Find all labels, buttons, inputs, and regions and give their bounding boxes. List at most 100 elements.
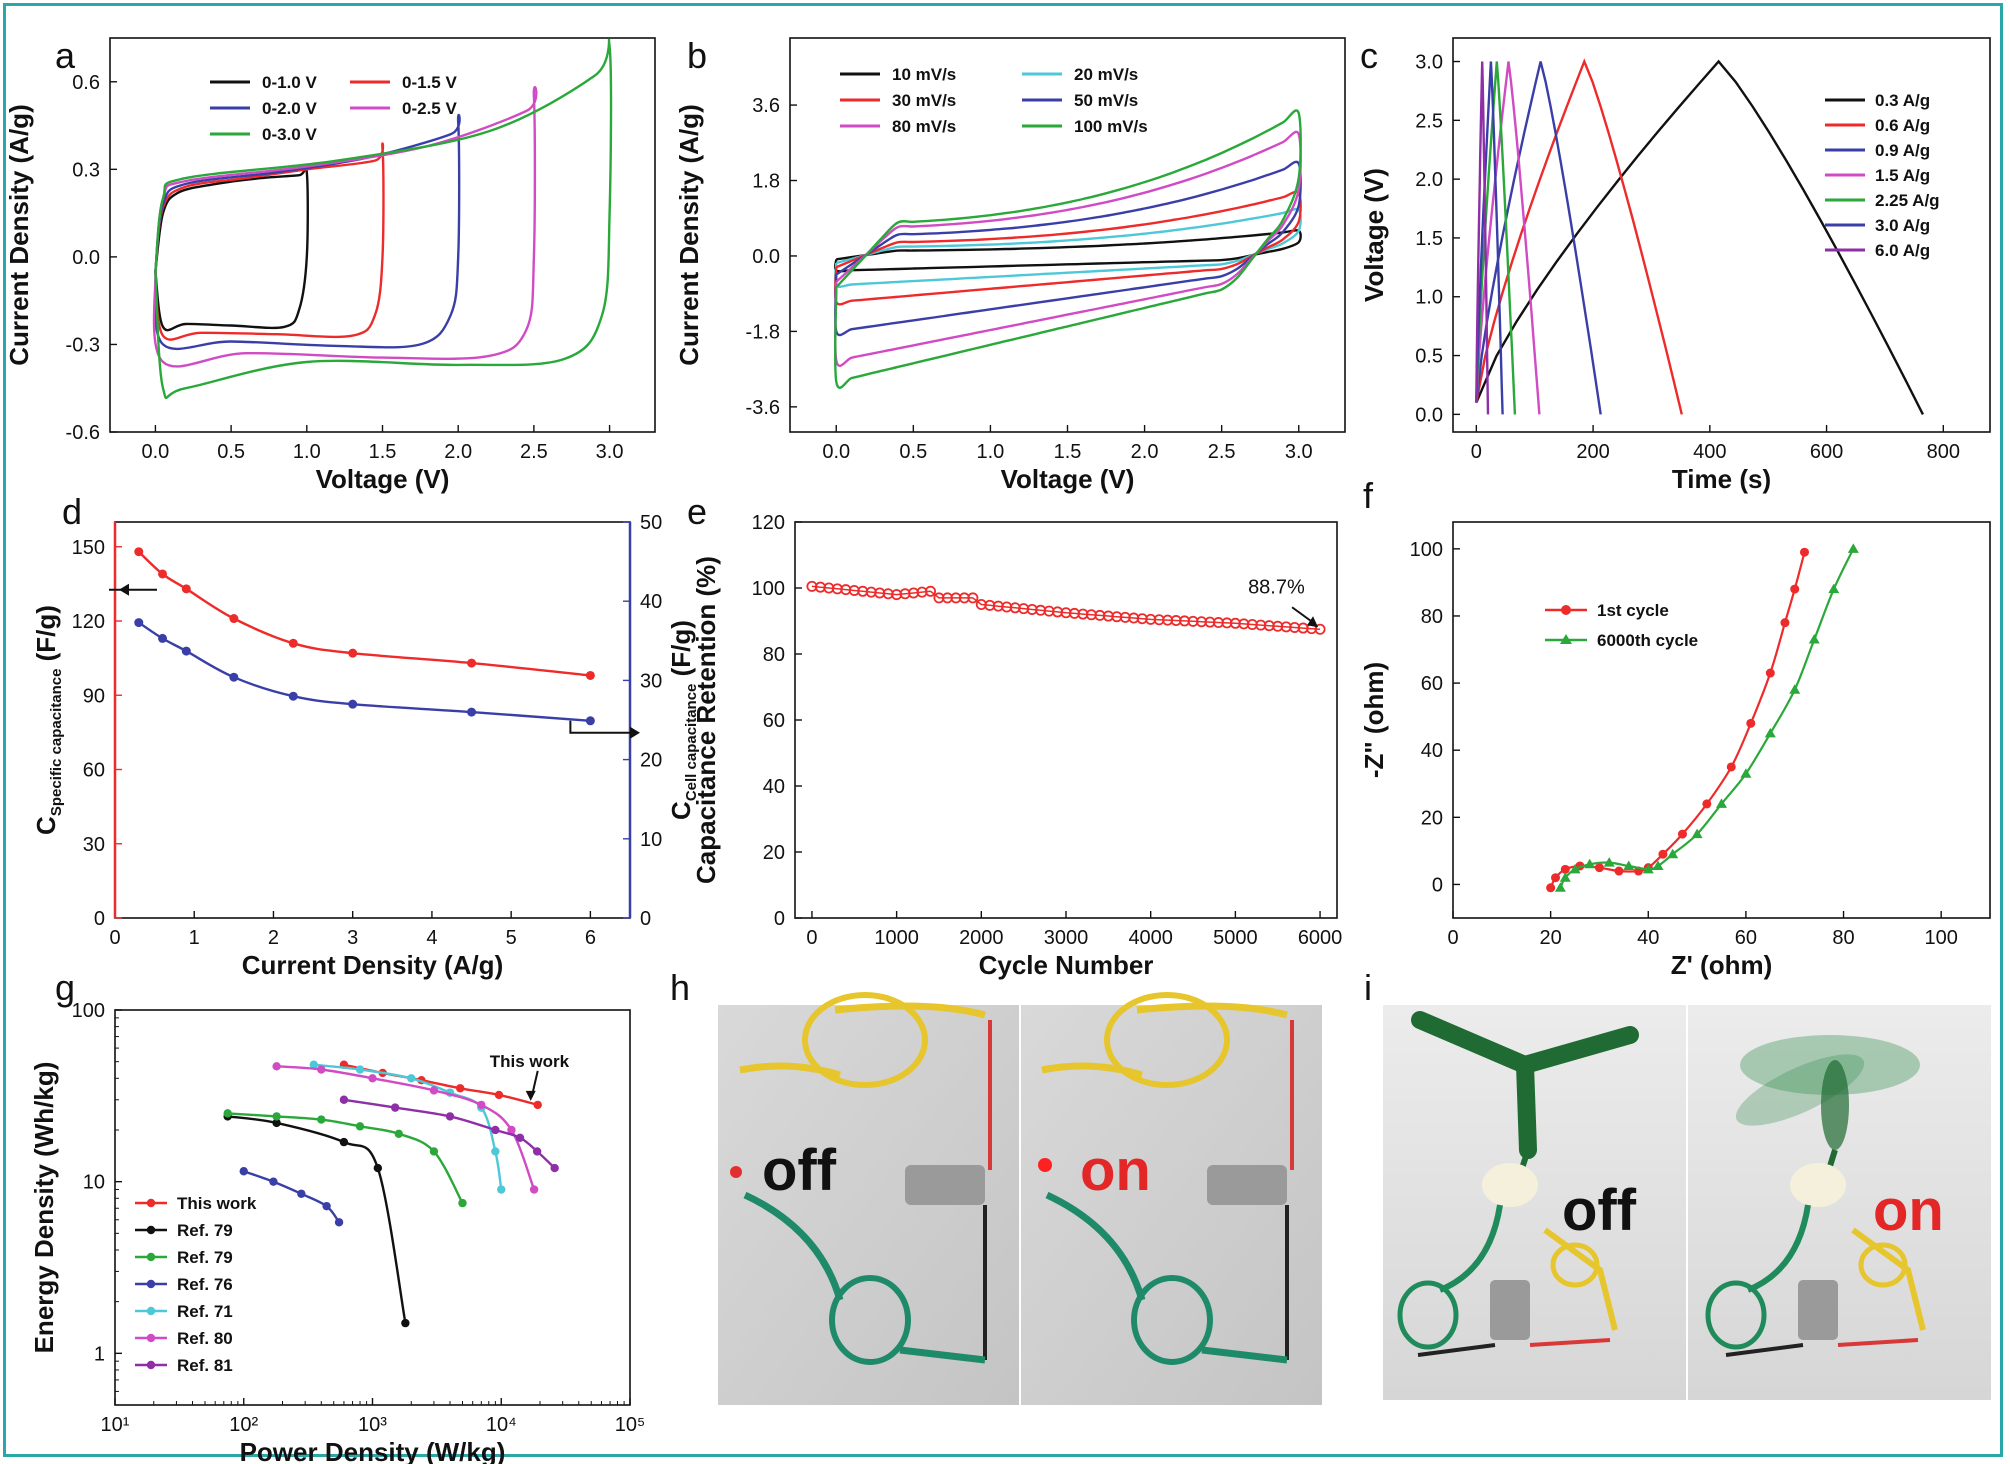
y-tick-label-e: 0 xyxy=(774,908,785,930)
ragone-point-6 xyxy=(515,1133,525,1143)
legend-text-a: 0-2.5 V xyxy=(402,99,457,118)
panel-label-d: d xyxy=(62,491,82,532)
y-tick-label-e: 20 xyxy=(763,842,785,864)
x-tick-label-b: 0.5 xyxy=(899,441,927,463)
nyquist-point-1stcycle xyxy=(1594,863,1604,873)
capacitance-line-specific xyxy=(137,550,591,677)
nyquist-point-6000thcycle xyxy=(1808,633,1820,644)
ragone-point-2 xyxy=(394,1129,403,1139)
nyquist-point-1stcycle xyxy=(1551,873,1561,883)
legend-text-c: 3.0 A/g xyxy=(1875,216,1930,235)
ragone-point-1 xyxy=(401,1318,410,1328)
x-tick-label-g: 10³ xyxy=(358,1414,387,1436)
right-axis-arrowhead xyxy=(630,726,640,739)
x-axis-label-b: Voltage (V) xyxy=(1001,464,1135,494)
ragone-point-2 xyxy=(317,1115,326,1124)
ragone-point-5 xyxy=(272,1062,281,1071)
ragone-point-4 xyxy=(491,1147,500,1156)
legend-marker-g xyxy=(146,1252,156,1262)
y-tick-label-d-left: 60 xyxy=(83,760,105,782)
y-tick-label-d-left: 30 xyxy=(83,834,105,856)
legend-text-a: 0-2.0 V xyxy=(262,99,317,118)
capacitance-point-cell xyxy=(288,691,298,701)
nyquist-point-1stcycle xyxy=(1780,618,1790,628)
x-tick-label-c: 0 xyxy=(1471,441,1482,463)
photo-panel-i: off on xyxy=(1383,1005,1991,1400)
left-axis-arrowhead xyxy=(119,583,129,596)
ragone-point-2 xyxy=(272,1112,281,1121)
nyquist-point-1stcycle xyxy=(1799,547,1809,557)
x-tick-label-a: 1.0 xyxy=(293,441,321,463)
x-tick-label-e: 1000 xyxy=(874,927,919,949)
x-tick-label-d: 3 xyxy=(347,927,358,949)
x-tick-label-g: 10⁵ xyxy=(615,1414,646,1436)
x-tick-label-f: 0 xyxy=(1447,927,1458,949)
nyquist-line-6000thcycle xyxy=(1559,548,1855,889)
charts-layer: 0.0 0.5 1.0 1.5 2.0 2.5 3.0 -0.6 -0.3 0.0 0.3 0.6 Vo… xyxy=(4,35,1991,1464)
ragone-point-2 xyxy=(429,1147,439,1156)
capacitance-point-specific xyxy=(158,569,168,579)
x-axis-label-a: Voltage (V) xyxy=(316,464,450,494)
cv-scan-50mVs xyxy=(833,160,1302,337)
legend-text-g: Ref. 80 xyxy=(177,1329,233,1348)
y-tick-label-g: 10 xyxy=(83,1172,105,1194)
y-axis-label-g: Energy Density (Wh/kg) xyxy=(29,1062,59,1354)
capacitance-point-cell xyxy=(229,672,239,682)
legend-text-b: 10 mV/s xyxy=(892,65,956,84)
nyquist-point-6000thcycle xyxy=(1554,882,1566,892)
panel-label-e: e xyxy=(687,491,707,532)
panel-label-g: g xyxy=(55,967,75,1008)
cv-loop-0-2.5V xyxy=(152,86,538,368)
x-tick-label-b: 1.5 xyxy=(1054,441,1082,463)
y-tick-label-c: 2.5 xyxy=(1415,110,1443,132)
ragone-point-6 xyxy=(550,1163,559,1173)
y-tick-label-b: -3.6 xyxy=(746,397,780,419)
x-tick-label-c: 600 xyxy=(1810,441,1843,463)
legend-text-c: 2.25 A/g xyxy=(1875,191,1940,210)
gcd-curve-30Ag xyxy=(1475,61,1504,415)
retention-point xyxy=(967,592,979,604)
y-tick-label-c: 0.5 xyxy=(1415,346,1443,368)
nyquist-point-6000thcycle xyxy=(1603,857,1615,867)
x-tick-label-d: 1 xyxy=(189,927,200,949)
ragone-point-5 xyxy=(317,1065,326,1074)
x-tick-label-e: 5000 xyxy=(1213,927,1258,949)
y-tick-label-a: 0.6 xyxy=(72,72,100,94)
retention-point xyxy=(1314,623,1326,635)
capacitance-point-specific xyxy=(229,614,239,624)
annotation-g: This work xyxy=(490,1052,570,1071)
y-tick-label-f: 60 xyxy=(1421,673,1443,695)
x-tick-label-b: 2.5 xyxy=(1208,441,1236,463)
capacitance-point-cell xyxy=(158,633,168,643)
legend-marker-g xyxy=(146,1279,156,1289)
annotation-e: 88.7% xyxy=(1248,576,1305,598)
photo-i-off-fan xyxy=(1397,1011,1639,1357)
nyquist-line-1stcycle xyxy=(1549,551,1806,889)
chart-e: 0 1000 2000 3000 4000 5000 6000 0 20 40 60 80 100 120… xyxy=(691,512,1342,980)
y-tick-label-b: 0.0 xyxy=(752,246,780,268)
chart-c: 0 200 400 600 800 0.0 0.5 1.0 1.5 2.0 2.5 3.0 Time (… xyxy=(1359,37,1991,494)
x-tick-label-b: 1.0 xyxy=(977,441,1005,463)
y-tick-label-c: 1.5 xyxy=(1415,228,1443,250)
ragone-point-3 xyxy=(269,1177,278,1186)
y-tick-label-e: 100 xyxy=(752,578,785,600)
ragone-line-1 xyxy=(227,1115,407,1324)
y-tick-label-d-right: 10 xyxy=(640,829,662,851)
legend-text-g: Ref. 81 xyxy=(177,1356,233,1375)
ragone-point-0 xyxy=(494,1090,504,1100)
photo-h-on-circuit xyxy=(1038,992,1294,1365)
cv-loop-0-3.0V xyxy=(154,38,613,400)
x-tick-label-c: 400 xyxy=(1693,441,1726,463)
ragone-point-1 xyxy=(373,1163,383,1173)
legend-marker-g xyxy=(146,1225,156,1235)
capacitance-point-cell xyxy=(181,646,191,656)
ragone-point-6 xyxy=(445,1112,455,1121)
gcd-curve-03Ag xyxy=(1475,59,1924,415)
retention-point xyxy=(925,585,937,597)
legend-marker-f xyxy=(1560,634,1572,644)
legend-text-a: 0-3.0 V xyxy=(262,125,317,144)
capacitance-point-specific xyxy=(467,658,477,668)
x-tick-label-e: 3000 xyxy=(1044,927,1089,949)
y-tick-label-e: 80 xyxy=(763,644,785,666)
legend-text-g: Ref. 71 xyxy=(177,1302,233,1321)
